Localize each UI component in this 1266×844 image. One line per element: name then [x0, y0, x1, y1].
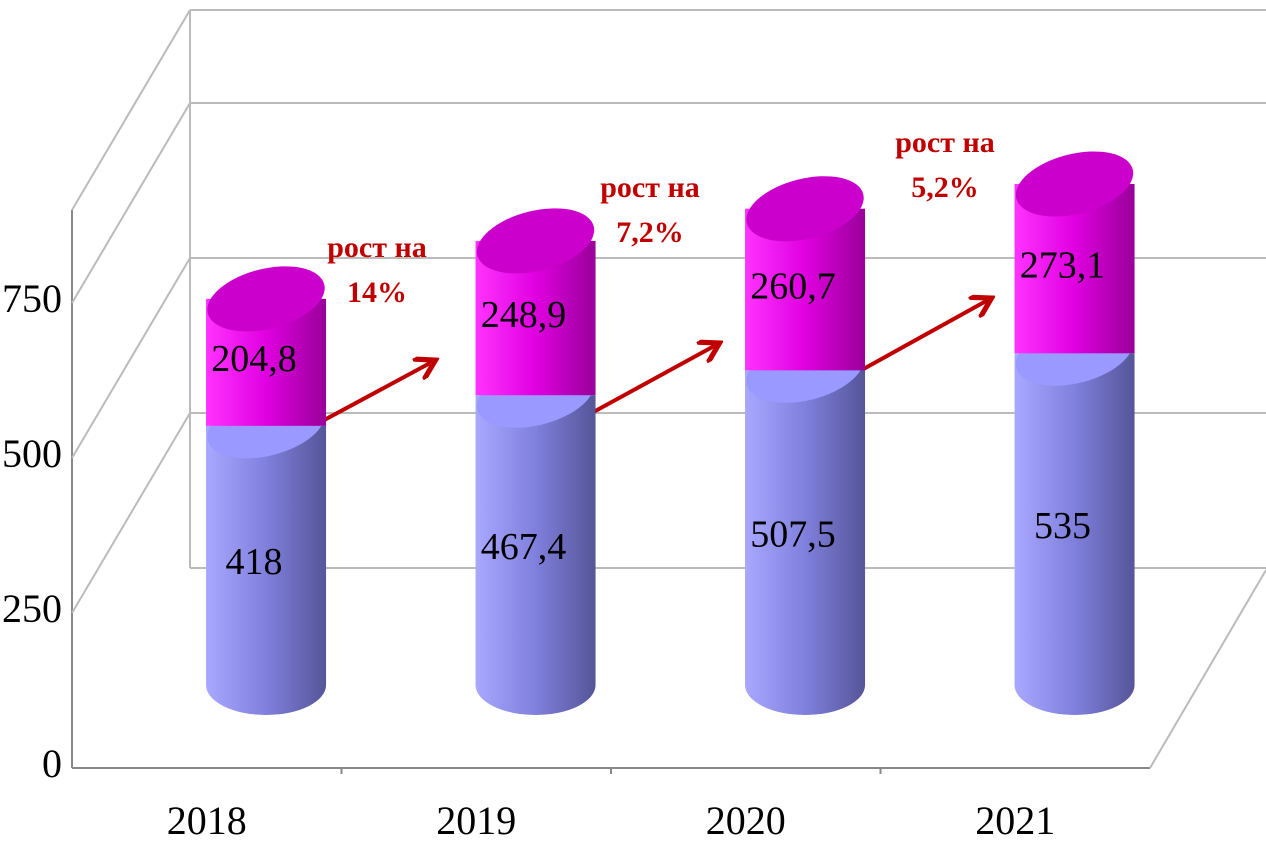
- arrow: [857, 300, 988, 374]
- value-label: 418: [226, 541, 283, 583]
- grid-line: [71, 412, 191, 614]
- x-tick-label: 2018: [167, 798, 247, 843]
- value-label: 273,1: [1020, 244, 1106, 286]
- bar-segment: [745, 370, 866, 685]
- value-label: 507,5: [750, 513, 836, 555]
- y-tick-label: 250: [2, 586, 62, 631]
- cylinder-cap: [746, 176, 864, 242]
- annotation: рост на: [895, 126, 995, 159]
- left-wall-top: [71, 9, 191, 211]
- annotation: рост на: [600, 171, 700, 204]
- value-label: 248,9: [481, 294, 567, 336]
- arrow: [587, 345, 716, 417]
- annotation: 5,2%: [911, 171, 979, 204]
- annotation: 14%: [347, 276, 407, 309]
- y-tick-label: 500: [2, 431, 62, 476]
- annotation: рост на: [327, 231, 427, 264]
- cylinder-cap: [476, 208, 595, 274]
- floor-right: [1149, 569, 1266, 769]
- bar-segment: [1014, 353, 1135, 685]
- bar-segment: [475, 395, 596, 685]
- y-tick-label: 750: [2, 276, 62, 321]
- x-tick-label: 2020: [706, 798, 786, 843]
- y-tick-label: 0: [42, 741, 62, 786]
- value-label: 467,4: [481, 526, 567, 568]
- x-tick-label: 2019: [436, 798, 516, 843]
- value-label: 260,7: [750, 265, 836, 307]
- cylinder-cap: [207, 266, 325, 332]
- axes-frame: [71, 9, 1266, 769]
- grid-line: [71, 102, 191, 304]
- cylinder-cap: [1015, 151, 1134, 217]
- x-tick-label: 2021: [975, 798, 1055, 843]
- annotation: 7,2%: [616, 216, 684, 249]
- grid-line: [71, 257, 191, 459]
- value-label: 535: [1034, 505, 1091, 547]
- bar-segment: [206, 425, 327, 685]
- value-label: 204,8: [211, 338, 297, 380]
